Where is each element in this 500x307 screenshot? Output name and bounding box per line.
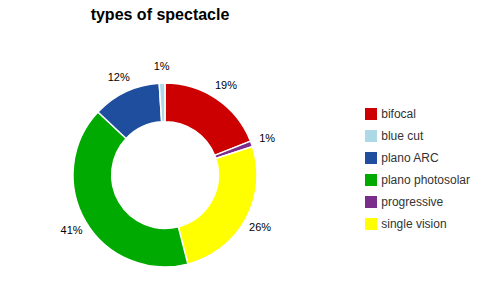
html-text:plano photosolar: plano photosolar bbox=[381, 172, 470, 187]
html-text:types of spectacle: types of spectacle bbox=[90, 6, 230, 23]
svg-text:26%: 26% bbox=[249, 221, 271, 233]
html-text:bifocal: bifocal bbox=[381, 106, 416, 121]
svg-text:1%: 1% bbox=[259, 132, 275, 144]
html-text:plano ARC: plano ARC bbox=[381, 150, 439, 165]
html-text:single vision: single vision bbox=[381, 216, 447, 231]
svg-text:12%: 12% bbox=[108, 71, 130, 83]
svg-text:1%: 1% bbox=[154, 60, 170, 72]
svg-text:19%: 19% bbox=[215, 79, 237, 91]
svg-text:41%: 41% bbox=[61, 224, 83, 236]
html-text:progressive: progressive bbox=[381, 194, 444, 209]
html-text:blue cut: blue cut bbox=[381, 128, 424, 143]
